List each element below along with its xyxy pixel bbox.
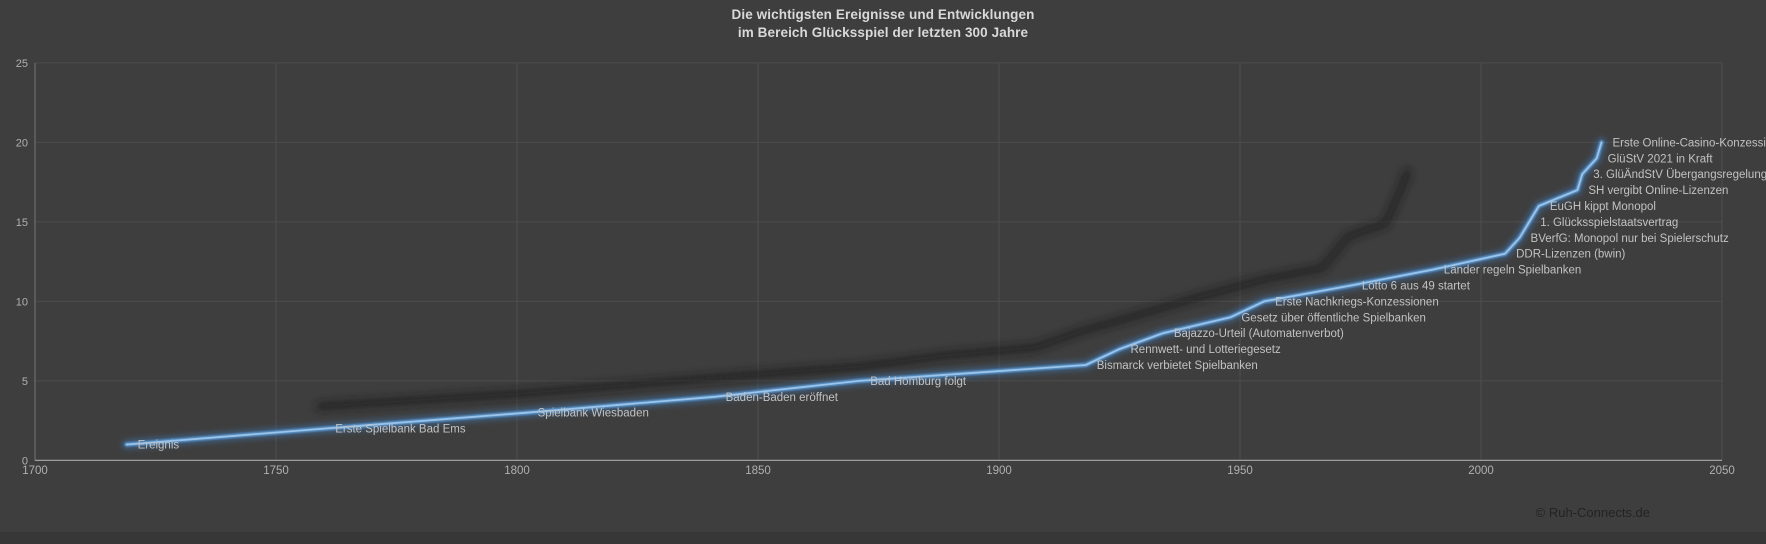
x-tick-label: 2050	[1709, 465, 1735, 477]
event-label: Länder regeln Spielbanken	[1444, 265, 1581, 277]
event-label: Bajazzo-Urteil (Automatenverbot)	[1174, 328, 1344, 340]
event-label: EuGH kippt Monopol	[1550, 201, 1656, 213]
watermark: © Ruh-Connects.de	[1535, 505, 1650, 520]
event-label: DDR-Lizenzen (bwin)	[1516, 249, 1625, 261]
event-label: Bismarck verbietet Spielbanken	[1097, 360, 1258, 372]
event-label: Erste Online-Casino-Konzessionen	[1613, 137, 1766, 149]
timeline-glow	[121, 137, 1607, 450]
y-tick-label: 0	[22, 455, 28, 467]
chart-title: Die wichtigsten Ereignisse und Entwicklu…	[0, 6, 1766, 42]
event-label: Erste Nachkriegs-Konzessionen	[1275, 296, 1439, 308]
y-tick-label: 25	[16, 58, 28, 70]
shadow-line	[315, 168, 1412, 411]
series-name-label: Ereignis	[138, 440, 180, 452]
y-tick-label: 15	[16, 217, 28, 229]
timeline-line-mid	[124, 140, 1604, 447]
x-tick-label: 1950	[1227, 465, 1253, 477]
x-tick-label: 1750	[263, 465, 289, 477]
y-tick-label: 5	[22, 376, 28, 388]
event-label: BVerfG: Monopol nur bei Spielerschutz	[1531, 233, 1729, 245]
event-label: Erste Spielbank Bad Ems	[335, 424, 466, 436]
x-tick-label: 1800	[504, 465, 530, 477]
event-label: Spielbank Wiesbaden	[538, 408, 649, 420]
footer-strip	[0, 532, 1766, 544]
x-tick-label: 1900	[986, 465, 1012, 477]
event-label: 1. Glücksspielstaatsvertrag	[1540, 217, 1678, 229]
event-label: Baden-Baden eröffnet	[726, 392, 839, 404]
timeline-line	[125, 141, 1603, 446]
x-tick-label: 1850	[745, 465, 771, 477]
event-label: SH vergibt Online-Lizenzen	[1588, 185, 1728, 197]
x-tick-label: 1700	[22, 465, 48, 477]
event-label: GlüStV 2021 in Kraft	[1608, 153, 1714, 165]
event-label: Lotto 6 aus 49 startet	[1362, 281, 1471, 293]
y-tick-label: 20	[16, 137, 28, 149]
chart-title-line1: Die wichtigsten Ereignisse und Entwicklu…	[731, 7, 1035, 22]
chart-title-line2: im Bereich Glücksspiel der letzten 300 J…	[737, 25, 1029, 40]
y-tick-label: 10	[16, 296, 28, 308]
event-label: Bad Homburg folgt	[870, 376, 967, 388]
event-label: 3. GlüÄndStV Übergangsregelung	[1593, 169, 1766, 181]
event-label: Gesetz über öffentliche Spielbanken	[1241, 312, 1426, 324]
event-label: Rennwett- und Lotteriegesetz	[1131, 344, 1281, 356]
x-tick-label: 2000	[1468, 465, 1494, 477]
